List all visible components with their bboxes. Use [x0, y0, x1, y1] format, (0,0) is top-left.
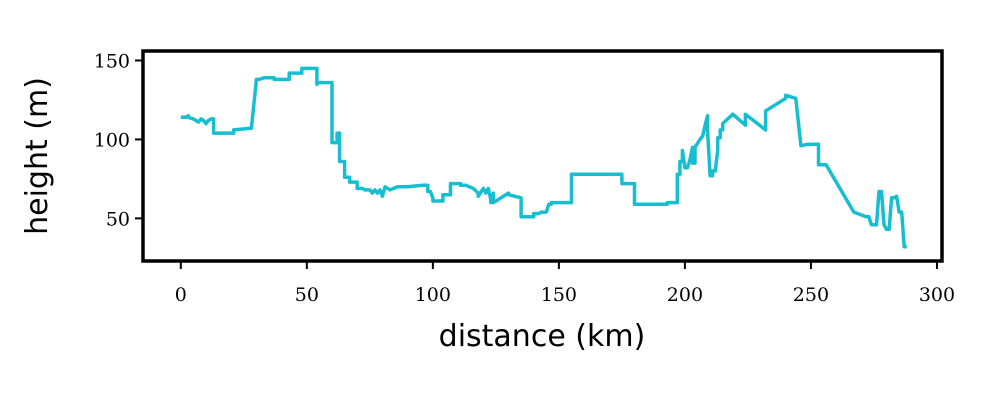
y-axis-label: height (m): [20, 77, 55, 235]
x-axis-label: distance (km): [439, 319, 646, 354]
y-axis-ticks: 50 100 150: [94, 50, 143, 230]
x-tick-label: 0: [175, 284, 187, 306]
x-tick-label: 250: [793, 284, 829, 306]
plot-area: [180, 66, 907, 249]
y-tick-label: 150: [94, 50, 130, 72]
x-tick-label: 100: [415, 284, 451, 306]
y-tick-label: 50: [106, 208, 130, 230]
height-profile-line: [180, 66, 907, 249]
y-tick-label: 100: [94, 129, 130, 151]
x-tick-label: 50: [295, 284, 319, 306]
axes-frame: [141, 49, 944, 263]
x-tick-label: 150: [541, 284, 577, 306]
x-tick-label: 300: [919, 284, 955, 306]
x-axis-ticks: 0 50 100 150 200 250 300: [175, 261, 955, 306]
x-tick-label: 200: [667, 284, 703, 306]
